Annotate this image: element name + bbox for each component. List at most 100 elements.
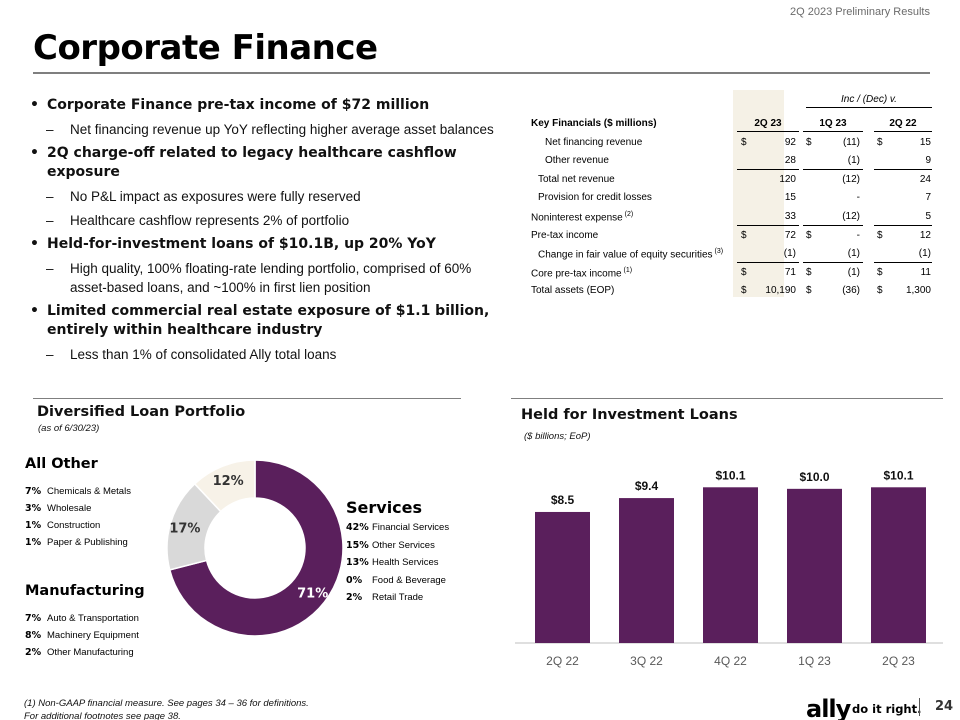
table-cell: (1): [847, 248, 860, 260]
services-list: 42% Financial Services 15% Other Services …: [346, 519, 449, 607]
list-item: 1% Construction: [25, 520, 101, 531]
manufacturing-heading: Manufacturing: [25, 583, 145, 599]
table-cell: 120: [779, 173, 796, 185]
subtotal-underline: [803, 262, 863, 264]
loan-portfolio-donut: 71% 17% 12%: [166, 459, 344, 637]
table-cell: 33: [784, 211, 796, 222]
bar-data-label: $10.1: [715, 468, 745, 482]
table-cell: 5: [925, 211, 931, 222]
table-row: Core pre-tax income (1) $71 $ (1) $11: [527, 264, 934, 282]
hfi-loans-title: Held for Investment Loans: [521, 407, 738, 423]
subtotal-underline: [874, 225, 932, 226]
bar: [535, 511, 590, 643]
table-cell: (1): [918, 248, 931, 260]
bullet-item: Held-for-investment loans of $10.1B, up …: [30, 235, 510, 254]
slice-label: 17%: [169, 522, 200, 537]
sub-bullet-item: Net financing revenue up YoY reflecting …: [30, 120, 510, 139]
table-cell: (1): [847, 155, 860, 167]
currency-sign: $: [806, 229, 812, 241]
list-item: 3% Wholesale: [25, 503, 92, 514]
services-slice: [168, 459, 344, 637]
bar: [619, 498, 674, 643]
subtotal-underline: [803, 169, 863, 171]
currency-sign: $: [806, 266, 812, 278]
column-header: 2Q 22: [889, 118, 917, 129]
title-divider: [33, 72, 930, 74]
list-item: 2% Other Manufacturing: [25, 647, 134, 658]
table-cell: -: [856, 229, 860, 241]
table-cell: 12: [919, 229, 931, 241]
table-cell: 71: [784, 266, 796, 278]
table-cell: 15: [784, 192, 796, 204]
list-item: 42% Financial Services: [346, 522, 450, 533]
table-cell: -: [856, 192, 860, 204]
table-cell: 7: [925, 192, 931, 204]
table-cell: 9: [925, 155, 931, 167]
table-row: Net financing revenue $92 $ (11) $15: [527, 134, 934, 152]
sub-bullet-item: Less than 1% of consolidated Ally total …: [30, 345, 510, 364]
bar-data-label: $10.0: [799, 470, 829, 484]
table-row: Other revenue 28 (1) 9: [527, 152, 934, 171]
footnote-1: (1) Non-GAAP financial measure. See page…: [24, 698, 309, 709]
x-tick-label: 1Q 23: [798, 654, 831, 668]
all-other-slice: [193, 459, 256, 513]
footnote-ref: (1): [621, 266, 633, 274]
footnote-ref: (3): [712, 248, 724, 256]
table-row: Total assets (EOP) $10,190 $ (36) $1,300: [527, 282, 934, 300]
currency-sign: $: [877, 229, 883, 241]
currency-sign: $: [877, 136, 883, 148]
subtotal-underline: [803, 225, 863, 226]
table-cell: 24: [919, 173, 931, 185]
inc-dec-rule: [806, 107, 932, 108]
currency-sign: $: [741, 136, 747, 148]
x-tick-label: 2Q 23: [882, 654, 915, 668]
currency-sign: $: [877, 285, 883, 297]
table-cell: 15: [919, 136, 931, 148]
table-cell: (12): [842, 211, 860, 222]
all-other-list: 7% Chemicals & Metals 3% Wholesale 1% Const…: [25, 483, 131, 551]
row-label: Provision for credit losses: [538, 192, 652, 204]
row-label: Total assets (EOP): [531, 285, 615, 297]
currency-sign: $: [806, 285, 812, 297]
inc-dec-label: Inc / (Dec) v.: [841, 94, 897, 105]
bullet-item: Corporate Finance pre-tax income of $72 …: [30, 96, 510, 115]
table-row: Pre-tax income $72 $ - $12: [527, 227, 934, 245]
services-heading: Services: [346, 498, 423, 517]
footnote-ref: (2): [622, 211, 634, 218]
footnotes: (1) Non-GAAP financial measure. See page…: [24, 697, 309, 720]
bullet-list: Corporate Finance pre-tax income of $72 …: [30, 96, 510, 369]
table-cell: 72: [784, 229, 796, 241]
list-item: 2% Retail Trade: [346, 592, 424, 603]
subtotal-underline: [737, 262, 799, 264]
bar-data-label: $8.5: [551, 493, 575, 507]
table-cell: (11): [842, 136, 860, 148]
sub-bullet-item: High quality, 100% floating-rate lending…: [30, 259, 510, 297]
list-item: 7% Auto & Transportation: [25, 613, 139, 624]
section-divider: [33, 398, 461, 399]
currency-sign: $: [877, 266, 883, 278]
ally-logo: ally: [806, 695, 851, 720]
currency-sign: $: [806, 136, 812, 148]
column-header: 1Q 23: [819, 118, 847, 129]
list-item: 8% Machinery Equipment: [25, 630, 139, 641]
row-label: Pre-tax income: [531, 229, 599, 241]
portfolio-title: Diversified Loan Portfolio: [37, 404, 246, 420]
hfi-loans-bar-chart: $8.5 2Q 22 $9.4 3Q 22 $10.1 4Q 22 $10.0 1Q 23 $1…: [515, 468, 943, 668]
table-cell: 10,190: [765, 285, 796, 297]
table-row: Total net revenue 120 (12) 24: [527, 171, 934, 189]
currency-sign: $: [741, 229, 747, 241]
all-other-heading: All Other: [25, 456, 98, 472]
page-number: 24: [935, 699, 954, 714]
column-header-underline: [737, 131, 799, 132]
slice-label: 71%: [297, 587, 328, 602]
section-divider: [511, 398, 943, 399]
x-tick-label: 2Q 22: [546, 654, 579, 668]
slice-label: 12%: [213, 474, 244, 489]
table-row: Provision for credit losses 15 - 7: [527, 189, 934, 207]
bar: [871, 487, 926, 643]
portfolio-subtitle: (as of 6/30/23): [38, 423, 100, 434]
row-label: Net financing revenue: [545, 136, 643, 148]
sub-bullet-item: No P&L impact as exposures were fully re…: [30, 187, 510, 206]
bar: [703, 487, 758, 643]
subtotal-underline: [737, 169, 799, 171]
